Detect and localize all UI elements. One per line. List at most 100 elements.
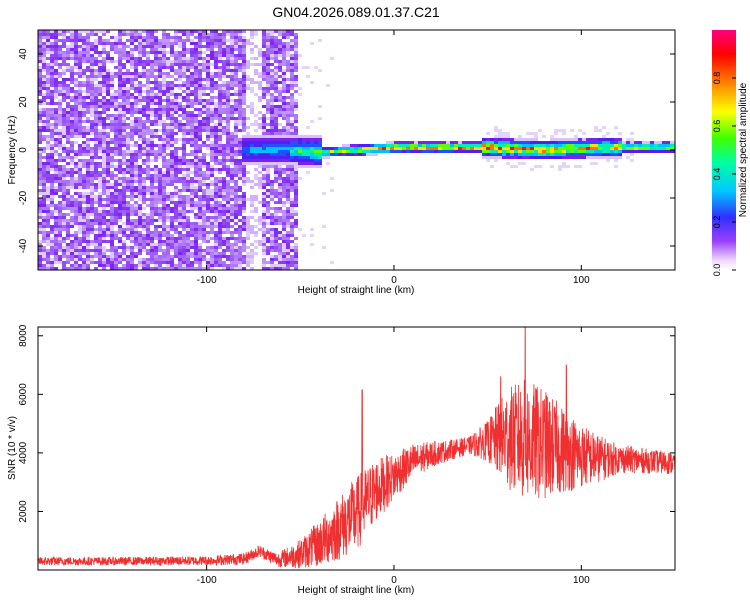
spectrogram-cell: [50, 216, 54, 219]
spectrogram-cell: [266, 228, 270, 231]
spectrogram-cell: [170, 222, 174, 225]
spectrogram-cell: [166, 45, 170, 48]
spectrogram-cell: [206, 132, 210, 135]
spectrogram-cell: [258, 99, 262, 102]
spectrogram-cell: [118, 33, 122, 36]
spectrogram-cell: [106, 141, 110, 144]
spectrogram-cell: [114, 249, 118, 252]
spectrogram-cell: [158, 144, 162, 147]
spectrogram-cell: [42, 66, 46, 69]
spectrogram-cell: [78, 198, 82, 201]
spectrogram-cell: [86, 75, 90, 78]
spectrogram-cell: [42, 222, 46, 225]
spectrogram-cell: [330, 189, 334, 192]
spectrogram-cell: [106, 147, 110, 150]
spectrogram-cell: [218, 258, 222, 261]
spectrogram-cell: [106, 144, 110, 147]
spectrogram-cell: [90, 63, 94, 66]
spectrogram-cell: [158, 93, 162, 96]
spectrogram-cell: [162, 93, 166, 96]
spectrogram-cell: [54, 240, 58, 243]
spectrogram-cell: [142, 135, 146, 138]
spectrogram-cell: [186, 237, 190, 240]
spectrogram-cell: [282, 96, 286, 99]
spectrogram-cell: [326, 150, 330, 153]
spectrogram-cell: [210, 144, 214, 147]
spectrogram-cell: [158, 198, 162, 201]
spectrogram-cell: [662, 141, 666, 144]
spectrogram-cell: [238, 30, 242, 33]
spectrogram-cell: [206, 63, 210, 66]
spectrogram-cell: [134, 141, 138, 144]
spectrogram-cell: [306, 156, 310, 159]
spectrogram-cell: [214, 249, 218, 252]
spectrogram-cell: [134, 240, 138, 243]
spectrogram-cell: [210, 168, 214, 171]
spectrogram-cell: [190, 210, 194, 213]
spectrogram-cell: [90, 42, 94, 45]
spectrogram-cell: [114, 114, 118, 117]
spectrogram-cell: [198, 195, 202, 198]
spectrogram-cell: [58, 120, 62, 123]
spectrogram-cell: [278, 264, 282, 267]
spectrogram-cell: [98, 162, 102, 165]
spectrogram-cell: [130, 96, 134, 99]
spectrogram-cell: [42, 93, 46, 96]
spectrogram-cell: [274, 84, 278, 87]
spectrogram-cell: [170, 81, 174, 84]
spectrogram-cell: [214, 213, 218, 216]
spectrogram-cell: [230, 159, 234, 162]
spectrogram-cell: [78, 84, 82, 87]
spectrogram-cell: [214, 255, 218, 258]
spectrogram-cell: [202, 120, 206, 123]
spectrogram-cell: [266, 36, 270, 39]
spectrogram-cell: [214, 222, 218, 225]
spectrogram-cell: [174, 108, 178, 111]
spectrogram-cell: [242, 111, 246, 114]
spectrogram-cell: [58, 108, 62, 111]
spectrogram-cell: [38, 156, 42, 159]
spectrogram-cell: [242, 258, 246, 261]
spectrogram-cell: [282, 156, 286, 159]
spectrogram-cell: [282, 246, 286, 249]
spectrogram-cell: [66, 252, 70, 255]
spectrogram-cell: [50, 51, 54, 54]
spectrogram-cell: [114, 138, 118, 141]
spectrogram-cell: [66, 225, 70, 228]
spectrogram-cell: [218, 66, 222, 69]
spectrogram-cell: [198, 243, 202, 246]
spectrogram-cell: [78, 111, 82, 114]
spectrogram-cell: [602, 156, 606, 159]
spectrogram-cell: [238, 117, 242, 120]
spectrogram-cell: [166, 117, 170, 120]
spectrogram-cell: [94, 174, 98, 177]
spectrogram-cell: [254, 114, 258, 117]
spectrogram-cell: [230, 108, 234, 111]
spectrogram-cell: [102, 66, 106, 69]
spectrogram-cell: [162, 108, 166, 111]
spectrogram-cell: [310, 42, 314, 45]
spectrogram-cell: [62, 78, 66, 81]
spectrogram-cell: [218, 171, 222, 174]
spectrogram-cell: [502, 135, 506, 138]
spectrogram-cell: [150, 180, 154, 183]
spectrogram-cell: [206, 198, 210, 201]
spectrogram-cell: [214, 117, 218, 120]
spectrogram-cell: [150, 252, 154, 255]
spectrogram-cell: [194, 132, 198, 135]
spectrogram-cell: [158, 117, 162, 120]
spectrogram-cell: [42, 246, 46, 249]
spectrogram-cell: [202, 78, 206, 81]
spectrogram-cell: [294, 78, 298, 81]
spectrogram-cell: [58, 72, 62, 75]
spectrogram-cell: [82, 69, 86, 72]
spectrogram-cell: [58, 174, 62, 177]
spectrogram-cell: [50, 57, 54, 60]
spectrogram-cell: [226, 249, 230, 252]
spectrogram-cell: [170, 69, 174, 72]
spectrogram-cell: [38, 177, 42, 180]
spectrogram-cell: [222, 96, 226, 99]
spectrogram-cell: [202, 252, 206, 255]
spectrogram-cell: [186, 87, 190, 90]
spectrogram-cell: [234, 183, 238, 186]
